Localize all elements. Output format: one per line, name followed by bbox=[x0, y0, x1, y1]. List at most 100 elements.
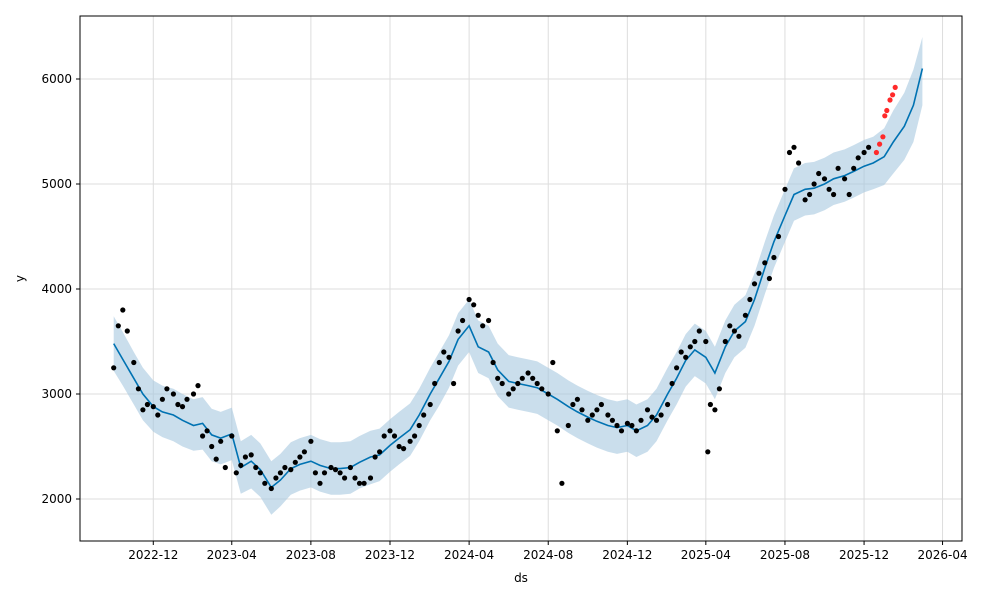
plot-frame bbox=[79, 15, 963, 542]
observed-point bbox=[674, 365, 680, 371]
observed-point bbox=[361, 480, 367, 486]
observed-point bbox=[332, 467, 339, 473]
observed-point bbox=[233, 470, 239, 476]
observed-point bbox=[421, 412, 427, 418]
observed-point bbox=[387, 428, 393, 434]
observed-point bbox=[427, 401, 433, 408]
observed-point bbox=[144, 401, 150, 408]
observed-point bbox=[644, 407, 651, 413]
observed-point bbox=[807, 191, 813, 198]
observed-point bbox=[519, 375, 525, 381]
y-axis-ticks: 2000 3000 4000 5000 6000 bbox=[41, 72, 80, 506]
observed-point bbox=[282, 464, 288, 471]
observed-point bbox=[490, 359, 496, 366]
y-tick-label: 4000 bbox=[41, 282, 72, 296]
observed-point bbox=[155, 412, 161, 418]
x-tick-label: 2024-08 bbox=[523, 548, 573, 562]
observed-point bbox=[653, 417, 660, 423]
observed-point bbox=[598, 401, 605, 408]
uncertainty-band bbox=[113, 37, 923, 515]
highlighted-points-layer bbox=[873, 84, 898, 156]
observed-point bbox=[367, 475, 374, 481]
observed-point bbox=[321, 470, 328, 476]
observed-point bbox=[559, 480, 565, 486]
observed-point bbox=[175, 401, 181, 408]
highlighted-point bbox=[892, 84, 898, 90]
observed-point bbox=[195, 383, 201, 389]
observed-point bbox=[747, 296, 753, 303]
observed-point bbox=[550, 359, 556, 366]
observed-point bbox=[579, 407, 585, 413]
observed-point bbox=[120, 307, 126, 313]
observed-point bbox=[629, 422, 635, 429]
observed-point bbox=[530, 375, 536, 381]
highlighted-point bbox=[882, 113, 888, 119]
highlighted-point bbox=[873, 149, 880, 156]
observed-point bbox=[742, 312, 749, 318]
observed-point bbox=[731, 328, 738, 334]
observed-point bbox=[337, 470, 343, 476]
x-tick-label: 2024-12 bbox=[602, 548, 652, 562]
observed-point bbox=[707, 401, 714, 408]
observed-point bbox=[135, 386, 141, 392]
observed-point bbox=[705, 449, 711, 455]
observed-point bbox=[851, 165, 857, 171]
observed-point bbox=[150, 404, 156, 410]
observed-point bbox=[589, 412, 595, 418]
observed-point bbox=[633, 428, 640, 434]
observed-point bbox=[816, 170, 822, 177]
observed-point bbox=[352, 475, 358, 481]
observed-point bbox=[471, 302, 477, 308]
observed-point bbox=[455, 328, 461, 334]
observed-point bbox=[762, 260, 768, 266]
observed-point bbox=[328, 464, 334, 471]
observed-point bbox=[539, 386, 545, 392]
observed-point bbox=[446, 354, 452, 360]
x-tick-label: 2026-04 bbox=[917, 548, 967, 562]
observed-point bbox=[124, 328, 130, 334]
observed-point bbox=[736, 333, 742, 339]
observed-point bbox=[506, 391, 512, 397]
x-tick-label: 2022-12 bbox=[128, 548, 178, 562]
observed-point bbox=[618, 428, 625, 434]
observed-point bbox=[609, 417, 616, 423]
y-tick-label: 6000 bbox=[41, 72, 72, 86]
observed-point bbox=[811, 181, 817, 187]
observed-point bbox=[565, 422, 571, 429]
observed-point bbox=[855, 155, 861, 161]
observed-point bbox=[683, 354, 689, 360]
x-tick-label: 2023-04 bbox=[207, 548, 257, 562]
x-axis-title: ds bbox=[514, 571, 528, 585]
observed-point bbox=[301, 449, 307, 455]
x-tick-label: 2023-08 bbox=[286, 548, 336, 562]
observed-point bbox=[842, 176, 848, 182]
observed-point bbox=[574, 396, 581, 402]
observed-point bbox=[722, 338, 728, 345]
observed-point bbox=[381, 433, 387, 439]
observed-point bbox=[658, 412, 664, 418]
observed-point bbox=[451, 380, 457, 387]
observed-point bbox=[222, 464, 228, 471]
observed-point bbox=[756, 270, 762, 276]
observed-point bbox=[716, 386, 723, 392]
observed-point bbox=[312, 470, 318, 476]
highlighted-point bbox=[884, 107, 890, 114]
observed-point bbox=[727, 323, 733, 329]
observed-point bbox=[570, 401, 576, 408]
observed-point bbox=[846, 191, 852, 198]
observed-point bbox=[515, 380, 521, 387]
observed-point bbox=[614, 422, 620, 429]
observed-point bbox=[624, 420, 631, 426]
observed-point bbox=[835, 165, 841, 171]
observed-point bbox=[412, 433, 418, 439]
observed-point bbox=[441, 349, 447, 355]
x-axis-ticks: 2022-12 2023-04 2023-08 2023-12 2024-04 2024-… bbox=[128, 541, 968, 562]
observed-point bbox=[649, 414, 655, 420]
observed-point bbox=[510, 386, 516, 392]
observed-point bbox=[391, 433, 398, 439]
observed-point bbox=[696, 328, 702, 334]
observed-point bbox=[204, 428, 210, 434]
observed-point bbox=[534, 380, 540, 387]
observed-point bbox=[712, 407, 718, 413]
observed-point bbox=[791, 144, 797, 150]
